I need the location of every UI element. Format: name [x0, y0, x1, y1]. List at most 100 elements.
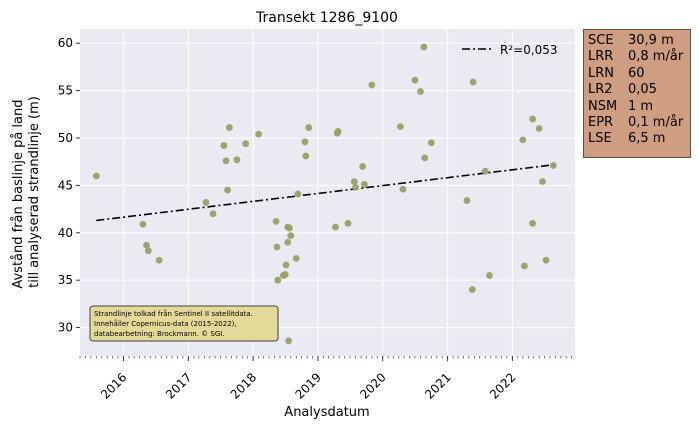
- data-point: [242, 140, 250, 148]
- data-point: [519, 136, 527, 144]
- data-point: [294, 190, 302, 198]
- data-point: [352, 183, 359, 191]
- data-point: [420, 43, 428, 51]
- stat-value: 0,05: [628, 82, 657, 98]
- data-point: [368, 81, 376, 89]
- y-axis-label: Avstånd från baslinje på land till analy…: [11, 95, 42, 288]
- stat-row-nsm: NSM 1 m: [588, 99, 690, 115]
- data-point: [305, 124, 313, 131]
- trend-line: [96, 163, 556, 222]
- data-point: [287, 232, 295, 240]
- y-axis: 30 35 40 45 50 55 60: [58, 36, 80, 335]
- data-point: [274, 276, 282, 284]
- data-point: [529, 219, 536, 227]
- annotation-box: [89, 305, 279, 342]
- y-axis-label-line-2: till analyserad strandlinje (m): [27, 96, 42, 288]
- data-point: [139, 220, 147, 228]
- stat-key: NSM: [588, 98, 618, 114]
- data-point: [344, 219, 352, 227]
- data-point: [469, 78, 477, 86]
- data-point: [350, 178, 358, 186]
- source-annotation: Strandlinje tolkad från Sentinel II sate…: [89, 305, 279, 342]
- data-point: [281, 271, 289, 278]
- x-tick-label: 2019: [293, 370, 324, 401]
- data-point: [292, 254, 300, 262]
- x-tick-label: 2020: [357, 370, 388, 401]
- y-tick-label: 60: [58, 36, 73, 50]
- stat-row-epr: EPR 0,1 m/år: [588, 115, 690, 131]
- data-point: [468, 286, 476, 294]
- annotation-line-3: databearbetning: Brockmann. © SGI.: [94, 330, 225, 338]
- data-point: [359, 163, 367, 170]
- data-point: [529, 115, 536, 123]
- y-axis-label-line-1: Avstånd från baslinje på land: [11, 99, 26, 288]
- data-point: [535, 125, 543, 132]
- x-tick-label: 2021: [422, 370, 453, 401]
- data-point: [361, 181, 368, 188]
- stat-row-lrn: LRN 60: [588, 66, 690, 82]
- data-point: [417, 88, 424, 95]
- data-point: [301, 138, 309, 146]
- data-point: [542, 256, 550, 264]
- data-point: [302, 152, 310, 160]
- stat-value: 6,5 m: [628, 131, 666, 147]
- y-tick-label: 40: [58, 226, 73, 240]
- data-point: [273, 243, 281, 251]
- legend: R²=0,053: [462, 43, 558, 57]
- data-point: [143, 241, 150, 249]
- stat-key: LRN: [588, 65, 614, 81]
- legend-label: R²=0,053: [500, 43, 558, 57]
- y-tick-label: 55: [58, 84, 73, 98]
- data-point: [220, 142, 228, 149]
- y-tick-label: 30: [58, 321, 73, 335]
- statistics-box: SCE 30,9 m LRR 0,8 m/år LRN 60 LR2 0,05 NSM 1…: [583, 29, 691, 158]
- stat-value: 60: [628, 65, 645, 81]
- data-point: [144, 247, 152, 255]
- data-point: [481, 167, 489, 175]
- data-point: [549, 162, 557, 169]
- stat-value: 1 m: [628, 98, 654, 114]
- plot-area: [80, 29, 575, 356]
- stat-value: 0,1 m/år: [628, 115, 684, 131]
- x-minor-ticks: [79, 356, 573, 359]
- stat-key: EPR: [588, 115, 614, 131]
- data-point: [463, 197, 471, 204]
- x-tick-label: 2018: [228, 370, 259, 401]
- x-axis-label: Analysdatum: [284, 405, 369, 420]
- x-tick-label: 2016: [98, 370, 129, 401]
- data-point: [155, 256, 163, 264]
- gridlines: [80, 29, 575, 356]
- data-points: [92, 43, 557, 345]
- annotation-line-2: Innehåller Copernicus-data (2015-2022),: [94, 319, 237, 328]
- stat-row-lse: LSE 6,5 m: [588, 131, 690, 147]
- data-point: [411, 76, 419, 84]
- data-point: [521, 262, 528, 270]
- data-point: [427, 139, 435, 147]
- annotation-line-1: Strandlinje tolkad från Sentinel II sate…: [94, 309, 253, 318]
- data-point: [539, 178, 546, 186]
- data-point: [225, 124, 233, 131]
- stat-key: LR2: [588, 82, 613, 98]
- x-tick-label: 2017: [163, 370, 194, 401]
- data-point: [233, 156, 241, 164]
- x-tick-label: 2022: [487, 370, 518, 401]
- data-point: [285, 337, 293, 345]
- y-tick-label: 35: [58, 273, 73, 287]
- stat-key: LSE: [588, 131, 612, 147]
- data-point: [222, 157, 230, 165]
- data-point: [224, 186, 232, 194]
- data-point: [332, 223, 339, 231]
- stat-value: 30,9 m: [628, 33, 674, 48]
- chart-title: Transekt 1286_9100: [255, 10, 398, 26]
- data-point: [209, 210, 217, 218]
- data-point: [255, 130, 263, 138]
- x-axis: 2016 2017 2018 2019 2020 2021 2022: [98, 356, 518, 402]
- data-point: [421, 154, 429, 162]
- stat-value: 0,8 m/år: [628, 49, 684, 65]
- data-point: [334, 127, 342, 135]
- data-point: [399, 185, 407, 193]
- y-tick-label: 45: [58, 178, 73, 192]
- data-point: [92, 172, 100, 180]
- data-point: [202, 199, 210, 206]
